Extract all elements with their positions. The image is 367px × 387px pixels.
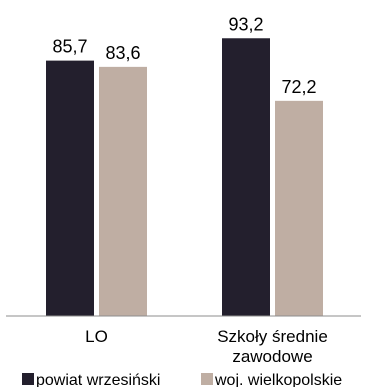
data-label: 85,7 [52, 37, 87, 57]
legend: powiat wrzesiński woj. wielkopolskie [22, 372, 342, 387]
bar-powiat-0 [46, 60, 94, 316]
legend-swatch [201, 373, 213, 385]
bar-woj-1 [275, 100, 323, 317]
x-tick-label: zawodowe [232, 347, 312, 366]
bar-powiat-1 [222, 38, 270, 316]
data-label: 72,2 [281, 77, 316, 97]
legend-label: powiat wrzesiński [36, 372, 160, 387]
bar-woj-0 [99, 66, 147, 316]
bars-layer: 85,7 83,6 93,2 72,2 [46, 14, 323, 317]
legend-swatch [22, 373, 34, 385]
data-label: 93,2 [228, 14, 263, 34]
x-tick-label: Szkoły średnie [217, 327, 328, 346]
legend-label: woj. wielkopolskie [214, 372, 342, 387]
data-label: 83,6 [105, 43, 140, 63]
x-tick-label: LO [85, 327, 108, 346]
